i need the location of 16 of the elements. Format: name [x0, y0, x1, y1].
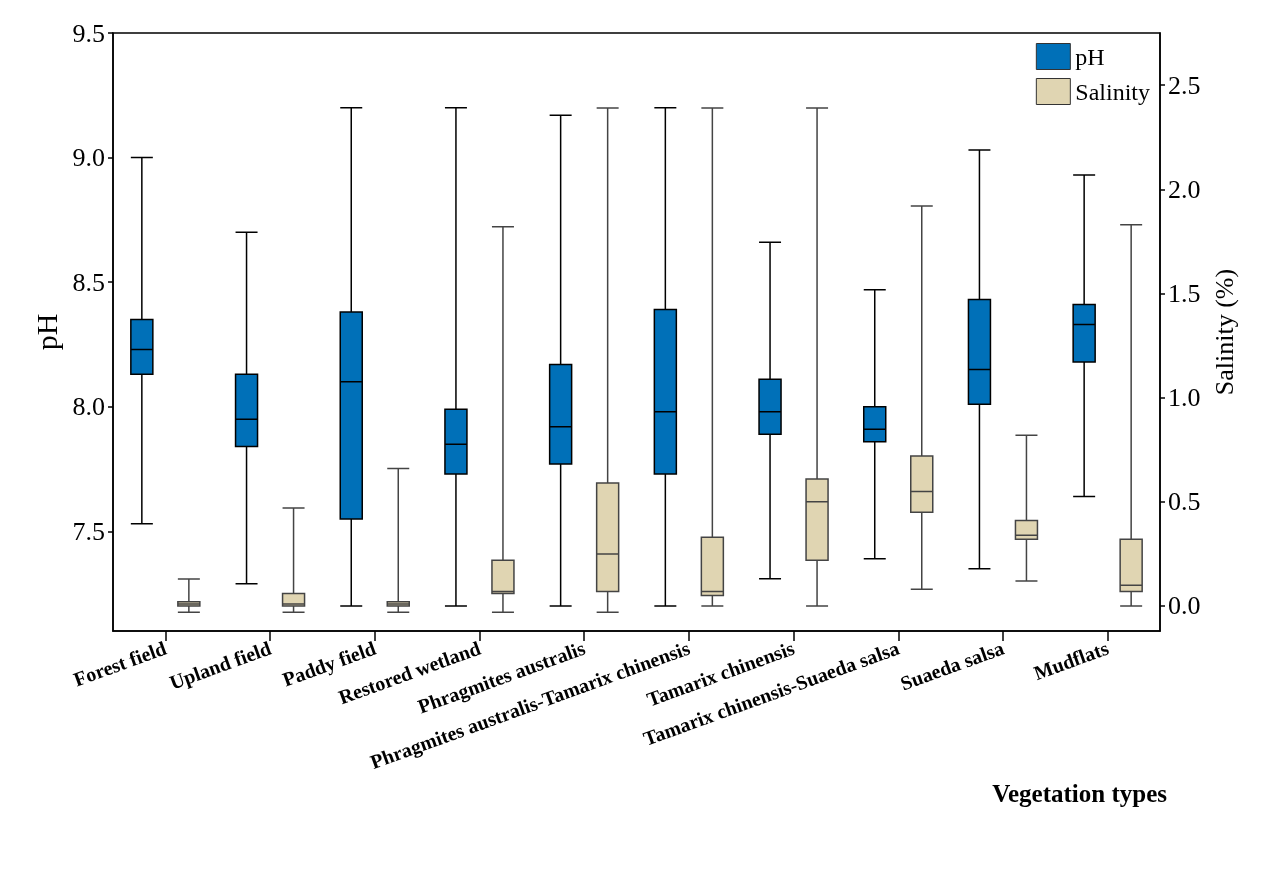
x-axis-title: Vegetation types: [992, 780, 1168, 807]
y2-tick-label: 1.5: [1168, 278, 1201, 308]
y2-tick-label: 2.0: [1168, 174, 1201, 204]
y2-tick-label: 0.0: [1168, 591, 1201, 621]
y-tick-label: 9.0: [72, 143, 105, 173]
y2-axis-title: Salinity (%): [1209, 268, 1239, 396]
legend-label: Salinity: [1075, 78, 1150, 105]
y2-tick-label: 1.0: [1168, 383, 1201, 413]
y-tick-label: 8.5: [72, 267, 105, 297]
y-tick-label: 9.5: [72, 18, 105, 48]
y2-tick-label: 2.5: [1168, 70, 1201, 100]
y2-tick-label: 0.5: [1168, 487, 1201, 517]
y-axis-title: pH: [30, 313, 64, 351]
y-tick-label: 7.5: [72, 516, 105, 546]
y-tick-label: 8.0: [72, 392, 105, 422]
legend-label: pH: [1075, 43, 1105, 70]
